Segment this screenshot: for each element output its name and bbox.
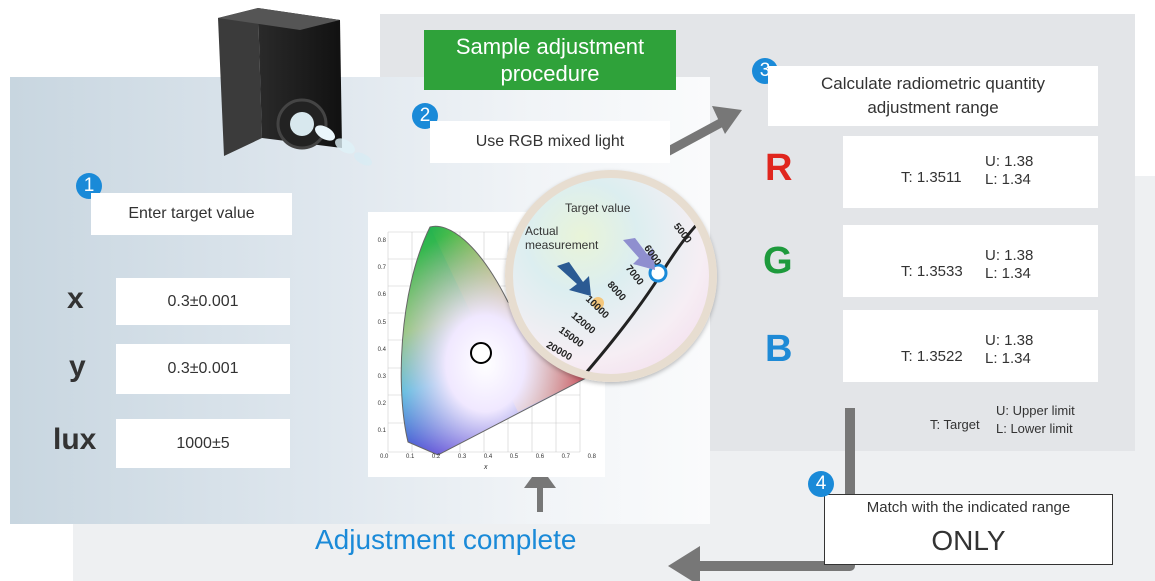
target-value-lux: 1000±5 <box>116 419 290 468</box>
channel-b-box: T: 1.3522 U: 1.38 L: 1.34 <box>843 310 1098 382</box>
arrow-head-4-done <box>668 546 700 581</box>
target-name-lux: lux <box>53 423 97 456</box>
channel-r-target: T: 1.3511 <box>901 169 962 186</box>
step-4-badge: 4 <box>808 471 834 497</box>
step-1-label: Enter target value <box>91 193 292 235</box>
adjustment-complete-label: Adjustment complete <box>315 524 577 555</box>
channel-r-label: R <box>765 147 793 189</box>
y-tick: 0.5 <box>377 319 386 326</box>
target-label: Target value <box>565 201 631 215</box>
channel-g-lower: L: 1.34 <box>985 265 1031 282</box>
zoom-svg <box>557 216 705 374</box>
channel-g-box: T: 1.3533 U: 1.38 L: 1.34 <box>843 225 1098 297</box>
y-tick: 0.8 <box>377 238 386 244</box>
y-tick: 0.2 <box>377 401 386 408</box>
x-tick: 0.2 <box>431 454 441 460</box>
x-tick: 0.5 <box>509 454 519 460</box>
channel-r-upper: U: 1.38 <box>985 153 1034 170</box>
target-arrow <box>623 238 655 270</box>
actual-label: Actual measurement <box>525 224 599 252</box>
channel-g-label: G <box>763 240 793 282</box>
cie-chart: 0.8 0.7 0.6 0.5 0.4 0.3 0.2 0.1 0.0 0.1 … <box>368 212 605 477</box>
x-tick: 0.3 <box>457 454 467 460</box>
x-tick: 0.6 <box>535 454 545 460</box>
channel-b-lower: L: 1.34 <box>985 350 1031 367</box>
x-tick: 0.0 <box>380 454 389 460</box>
y-tick: 0.7 <box>377 265 386 272</box>
channel-g-upper: U: 1.38 <box>985 247 1034 264</box>
target-value-x: 0.3±0.001 <box>116 278 290 325</box>
x-axis-label: x <box>484 464 488 471</box>
target-value-y: 0.3±0.001 <box>116 344 290 394</box>
cie-chart-svg <box>387 225 589 456</box>
procedure-title: Sample adjustment procedure <box>424 30 676 90</box>
x-tick: 0.8 <box>587 454 596 460</box>
arrow-head-2-3 <box>712 106 742 134</box>
legend-lower: L: Lower limit <box>996 421 1073 436</box>
channel-b-label: B <box>765 328 793 370</box>
arrow-head-up <box>524 466 556 488</box>
channel-r-lower: L: 1.34 <box>985 171 1031 188</box>
x-tick: 0.4 <box>483 454 493 460</box>
x-tick: 0.1 <box>405 454 415 460</box>
step-4-label: Match with the indicated range <box>866 499 1071 516</box>
legend-upper: U: Upper limit <box>996 403 1075 418</box>
chart-point-marker <box>470 342 492 364</box>
step-4-box: Match with the indicated range ONLY <box>824 494 1113 565</box>
y-tick: 0.6 <box>377 292 386 299</box>
step-4-emphasis: ONLY <box>931 525 1006 556</box>
legend-target: T: Target <box>930 417 980 432</box>
x-tick: 0.7 <box>561 454 571 460</box>
step-3-label: Calculate radiometric quantity adjustmen… <box>768 66 1098 126</box>
actual-point-marker <box>592 297 604 309</box>
measurement-device-image <box>218 8 373 166</box>
step-2-label: Use RGB mixed light <box>430 121 670 163</box>
target-name-y: y <box>69 350 86 383</box>
target-name-x: x <box>67 282 84 315</box>
y-tick: 0.4 <box>377 346 386 353</box>
channel-r-box: T: 1.3511 U: 1.38 L: 1.34 <box>843 136 1098 208</box>
zoom-magnifier: Target value Actual measurement 5000 600… <box>505 170 717 382</box>
y-tick: 0.3 <box>377 374 386 381</box>
channel-b-target: T: 1.3522 <box>901 348 963 365</box>
y-tick: 0.1 <box>377 428 386 435</box>
channel-b-upper: U: 1.38 <box>985 332 1034 349</box>
channel-g-target: T: 1.3533 <box>901 263 963 280</box>
actual-arrow <box>557 262 591 296</box>
